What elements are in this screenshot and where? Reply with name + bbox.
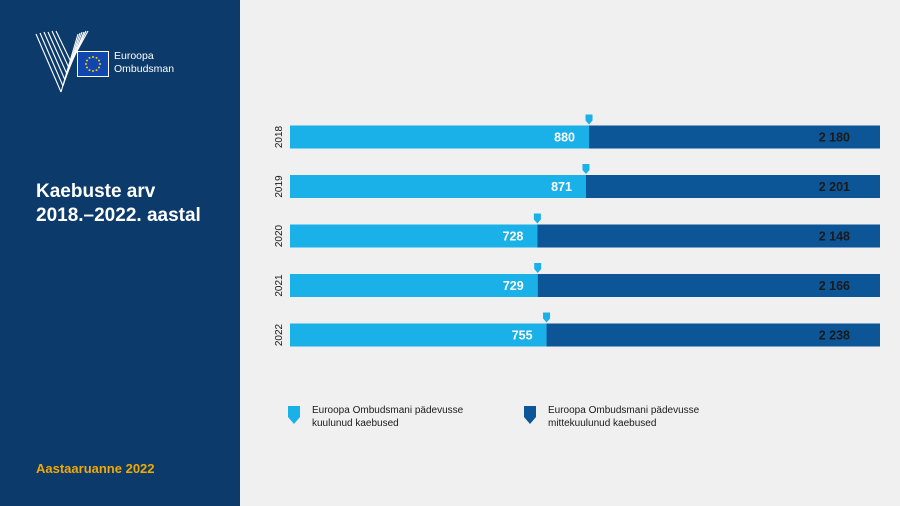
value-label-within: 871 [551,180,572,194]
org-name-line1: Euroopa [114,50,154,62]
chart-title: Kaebuste arv 2018.–2022. aastal [36,180,201,228]
bar-outside [546,323,880,347]
marker-within-icon [533,213,541,224]
legend-marker-dark-icon [524,406,536,424]
chart-title-line2: 2018.–2022. aastal [36,205,201,226]
marker-within-icon [534,263,542,273]
value-label-within: 880 [554,131,575,145]
value-label-within: 729 [503,279,524,293]
ombudsman-logo: Euroopa Ombudsman [34,28,194,98]
bar-within [290,224,538,248]
marker-within-icon [543,312,551,323]
total-label: 2 180 [819,131,850,145]
total-label: 2 238 [819,329,850,343]
value-label-within: 755 [512,329,533,343]
report-label: Aastaaruanne 2022 [36,461,155,476]
complaints-bar-chart: 20188801 3002 18020198711 3302 201202072… [274,114,880,347]
legend-label-within: Euroopa Ombudsmani pädevusse kuulunud ka… [312,405,464,429]
bar-within [290,175,586,198]
year-label: 2019 [274,175,285,198]
value-label-within: 728 [503,230,524,244]
bar-within [290,125,590,149]
total-label: 2 166 [819,279,850,293]
year-label: 2021 [274,274,285,297]
marker-within-icon [585,114,593,125]
sidebar: Euroopa Ombudsman Kaebuste arv 2018.–202… [0,0,240,506]
org-name-line2: Ombudsman [114,63,175,75]
year-label: 2020 [274,224,285,247]
legend-label-outside: Euroopa Ombudsmani pädevusse mittekuulun… [548,405,700,429]
ombudsman-v-logo-icon [35,30,89,93]
legend: Euroopa Ombudsmani pädevusse kuulunud ka… [288,404,888,444]
bar-outside [585,175,880,198]
eu-flag-icon [77,51,109,77]
org-name: Euroopa Ombudsman [114,50,174,76]
bar-within [290,323,547,347]
marker-within-icon [582,164,590,174]
year-label: 2018 [274,125,285,148]
bar-outside [537,274,880,297]
bar-within [290,274,538,297]
chart-title-line1: Kaebuste arv [36,181,156,202]
bar-outside [589,125,880,149]
legend-marker-light-icon [288,406,300,424]
year-label: 2022 [274,323,285,346]
total-label: 2 201 [819,180,850,194]
bar-outside [537,224,880,248]
total-label: 2 148 [819,230,850,244]
